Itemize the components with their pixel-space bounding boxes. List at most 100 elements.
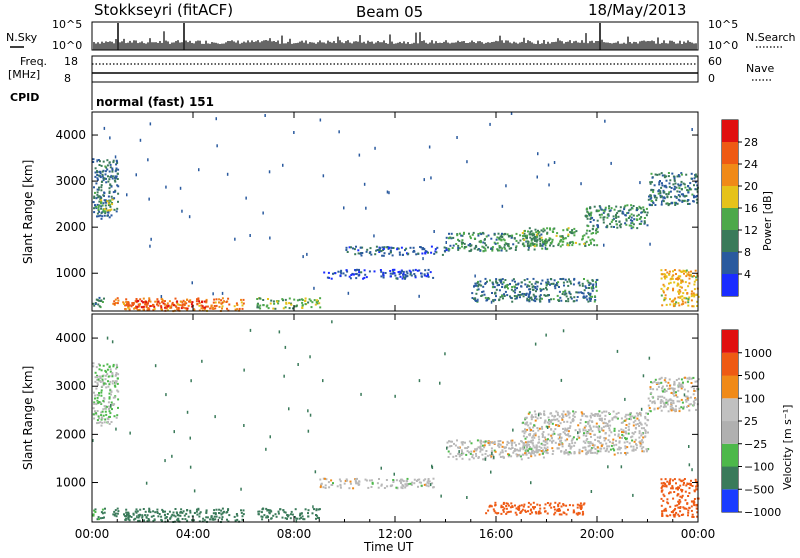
scatter-cell — [359, 246, 362, 249]
scatter-cell — [506, 283, 509, 286]
scatter-cell — [420, 275, 423, 278]
scatter-cell — [534, 297, 536, 300]
scatter-cell — [114, 298, 117, 301]
colorbar-segment — [722, 208, 738, 230]
scatter-cell — [626, 446, 629, 449]
scatter-cell — [550, 421, 553, 424]
scatter-cell — [591, 442, 594, 445]
scatter-cell — [550, 298, 552, 301]
scatter-cell — [669, 398, 672, 401]
scatter-cell — [93, 186, 95, 189]
scatter-cell — [493, 241, 496, 244]
scatter-cell — [193, 308, 196, 311]
scatter-cell — [482, 290, 485, 293]
scatter-cell — [388, 252, 391, 255]
scatter-cell — [682, 506, 685, 509]
scatter-cell — [582, 446, 585, 449]
scatter-cell — [104, 507, 106, 510]
scatter-cell — [96, 215, 98, 218]
scatter-cell — [389, 251, 392, 254]
scatter-cell — [530, 455, 533, 458]
scatter-cell — [628, 209, 631, 212]
scatter-cell — [684, 398, 687, 401]
scatter-cell — [432, 486, 435, 489]
scatter-cell — [469, 243, 472, 245]
scatter-cell — [603, 437, 606, 439]
scatter-cell — [282, 509, 285, 512]
scatter-cell — [573, 231, 576, 234]
scatter-cell — [490, 505, 493, 508]
scatter-cell — [547, 239, 550, 242]
scatter-cell — [502, 510, 505, 513]
scatter-cell — [95, 366, 98, 369]
scatter-cell — [397, 271, 400, 273]
scatter-cell — [323, 271, 326, 274]
scatter-cell — [580, 291, 583, 294]
scatter-cell — [692, 275, 695, 277]
scatter-cell — [460, 241, 463, 244]
scatter-cell — [632, 205, 635, 207]
scatter-cell — [491, 441, 494, 444]
scatter-cell — [589, 214, 592, 217]
scatter-cell — [482, 285, 485, 288]
scatter-cell — [693, 387, 695, 390]
scatter-cell — [538, 510, 541, 513]
scatter-cell — [498, 238, 501, 241]
scatter-cell — [501, 278, 504, 281]
scatter-cell — [98, 195, 101, 198]
scatter-cell — [571, 420, 574, 423]
scatter-cell — [690, 299, 693, 302]
scatter-cell — [533, 446, 536, 449]
scatter-cell — [101, 215, 104, 218]
scatter-noise-cell — [386, 190, 389, 194]
scatter-cell — [506, 443, 509, 446]
scatter-cell — [561, 293, 564, 295]
scatter-cell — [631, 207, 634, 210]
scatter-cell — [684, 270, 686, 272]
scatter-cell — [676, 202, 679, 205]
scatter-cell — [142, 297, 145, 300]
scatter-cell — [547, 416, 550, 419]
scatter-cell — [185, 307, 188, 310]
scatter-cell — [682, 302, 685, 305]
scatter-cell — [339, 486, 342, 489]
scatter-cell — [573, 415, 576, 418]
scatter-cell — [236, 308, 239, 311]
scatter-cell — [665, 398, 668, 401]
scatter-cell — [536, 235, 538, 238]
scatter-cell — [94, 380, 97, 383]
scatter-cell — [545, 281, 548, 284]
scatter-cell — [577, 435, 580, 438]
scatter-cell — [493, 286, 496, 289]
scatter-cell — [602, 221, 605, 224]
scatter-cell — [567, 297, 570, 300]
scatter-cell — [104, 210, 107, 213]
scatter-cell — [577, 424, 580, 427]
scatter-cell — [538, 504, 541, 507]
scatter-cell — [650, 391, 653, 394]
scatter-cell — [686, 377, 689, 380]
scatter-noise-cell — [149, 244, 151, 248]
scatter-cell — [99, 375, 102, 378]
scatter-cell — [652, 388, 655, 391]
scatter-cell — [595, 279, 598, 281]
scatter-cell — [688, 482, 691, 485]
scatter-cell — [262, 507, 265, 510]
scatter-cell — [669, 298, 671, 301]
scatter-cell — [413, 482, 416, 485]
scatter-cell — [674, 513, 677, 516]
scatter-cell — [683, 272, 685, 275]
scatter-cell — [365, 250, 368, 253]
scatter-cell — [483, 444, 486, 447]
scatter-cell — [221, 512, 224, 515]
scatter-cell — [483, 293, 486, 296]
colorbar-segment — [722, 466, 738, 490]
scatter-cell — [589, 426, 592, 429]
scatter-cell — [593, 300, 596, 303]
scatter-cell — [477, 234, 480, 237]
scatter-cell — [457, 247, 460, 249]
scatter-cell — [95, 387, 98, 390]
scatter-cell — [528, 433, 530, 436]
scatter-cell — [629, 208, 632, 211]
scatter-cell — [214, 518, 217, 521]
